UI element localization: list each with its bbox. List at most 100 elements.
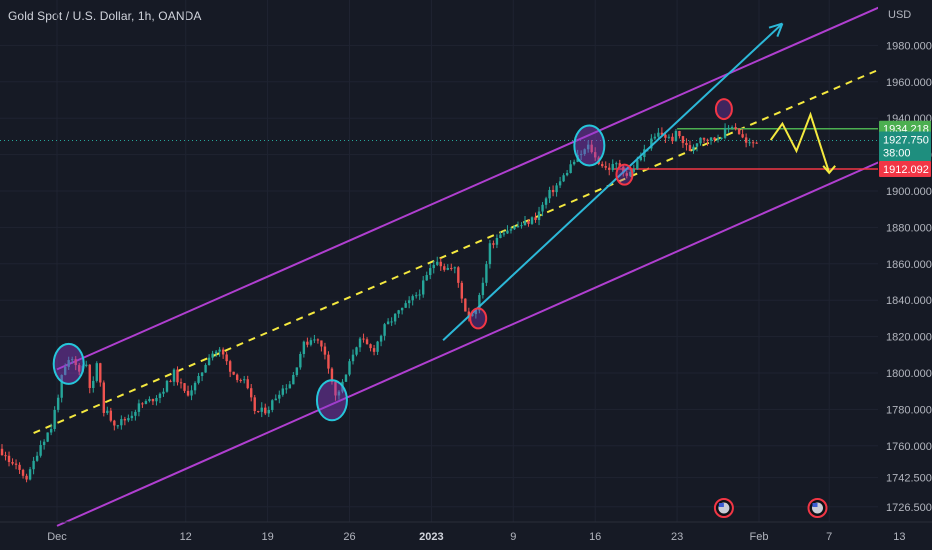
candle-body: [608, 167, 611, 170]
candle-body: [67, 360, 70, 367]
y-tick-label: 1726.500: [886, 502, 932, 514]
candle-body: [193, 382, 197, 391]
candle-body: [436, 261, 439, 265]
candle-body: [113, 420, 116, 426]
candle-body: [197, 376, 200, 383]
candle-body: [569, 164, 572, 173]
candle-body: [551, 189, 555, 193]
candle-body: [425, 275, 428, 281]
candle-body: [278, 394, 281, 399]
candle-body: [376, 341, 379, 352]
candle-body: [288, 384, 292, 389]
candle-body: [671, 136, 674, 142]
candle-body: [176, 369, 179, 383]
candle-body: [285, 388, 288, 390]
candle-body: [99, 363, 102, 383]
candle-body: [674, 130, 678, 142]
currency-label: USD: [888, 9, 911, 21]
candle-body: [95, 363, 98, 381]
candle-body: [260, 407, 263, 412]
price-levels: [0, 127, 878, 170]
candle-body: [755, 142, 758, 144]
time-axis: Dec 12 19 26 2023 9 16 23 Feb 7 13: [0, 521, 932, 543]
candle-body: [302, 341, 306, 354]
support-price-tag-bg: [879, 160, 931, 177]
candle-body: [688, 145, 692, 151]
candle-body: [281, 388, 285, 395]
x-tick-label: Dec: [47, 531, 67, 543]
candle-body: [35, 455, 39, 461]
y-tick-label: 1742.500: [886, 473, 932, 485]
annotations: [52, 22, 836, 422]
candle-body: [158, 393, 162, 398]
channel-upper-line: [56, 2, 889, 371]
y-tick-label: 1780.000: [886, 404, 932, 416]
candle-body: [127, 418, 130, 421]
candle-body: [439, 261, 442, 267]
candle-body: [274, 398, 277, 401]
y-tick-label: 1820.000: [886, 332, 932, 344]
candle-body: [741, 134, 744, 138]
candle-body: [611, 164, 614, 170]
candle-body: [460, 282, 464, 299]
candle-body: [369, 344, 372, 349]
candle-body: [695, 143, 699, 147]
candle-body: [650, 138, 653, 149]
candle-body: [49, 428, 53, 433]
candle-body: [657, 132, 660, 137]
last-price-tag: 1927.750: [883, 134, 929, 146]
candle-body: [699, 137, 702, 144]
candle-body: [544, 198, 548, 205]
candle-body: [509, 229, 513, 231]
candle-body: [464, 298, 467, 312]
candle-body: [492, 243, 495, 245]
candle-body: [11, 462, 14, 464]
candle-body: [734, 127, 737, 129]
candle-body: [21, 469, 25, 476]
candle-body: [478, 295, 481, 311]
candle-body: [183, 383, 186, 391]
candle-body: [4, 455, 7, 457]
candle-body: [0, 448, 4, 456]
candle-body: [144, 401, 148, 404]
bar-countdown: 38:00: [883, 147, 911, 159]
candle-body: [530, 217, 534, 224]
candle-body: [299, 353, 302, 368]
candle-body: [618, 163, 621, 167]
candle-body: [716, 138, 720, 140]
candle-body: [664, 134, 667, 138]
candle-body: [351, 354, 355, 362]
candle-body: [653, 136, 657, 139]
candle-body: [60, 374, 63, 398]
candle-body: [218, 349, 221, 352]
candle-body: [513, 226, 516, 230]
candle-body: [414, 295, 418, 297]
projection-arrow-head: [822, 165, 836, 175]
candle-body: [685, 142, 688, 146]
uptrend-arrow-head: [776, 23, 784, 37]
candle-body: [495, 238, 499, 245]
candle-body: [713, 137, 716, 140]
candle-body: [629, 171, 632, 176]
candle-body: [723, 128, 727, 138]
candle-body: [744, 137, 748, 143]
candle-body: [211, 353, 214, 358]
candle-body: [88, 364, 91, 388]
y-tick-label: 1840.000: [886, 295, 932, 307]
candle-body: [257, 410, 260, 412]
candle-body: [474, 310, 478, 315]
candle-body: [92, 380, 95, 388]
candle-body: [706, 139, 709, 141]
chart-grid: [0, 0, 900, 522]
candle-body: [323, 346, 327, 355]
candle-body: [418, 294, 421, 296]
candle-body: [604, 166, 607, 168]
candle-body: [453, 267, 456, 269]
candle-body: [243, 379, 246, 381]
candle-body: [702, 137, 706, 140]
candle-body: [692, 146, 695, 151]
last-price-tag-bg: [879, 131, 931, 162]
candle-body: [292, 375, 295, 385]
